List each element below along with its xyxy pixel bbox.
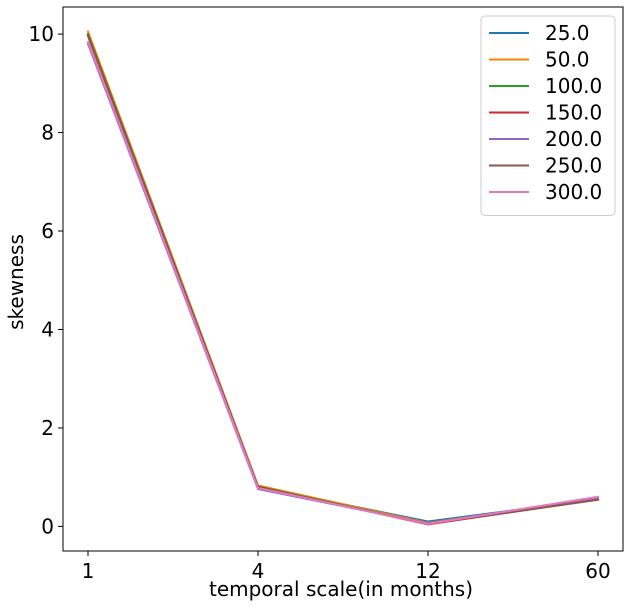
x-tick-label: 1 — [82, 559, 95, 583]
legend-label: 50.0 — [545, 48, 590, 72]
legend-label: 300.0 — [545, 180, 602, 204]
x-tick-label: 12 — [415, 559, 440, 583]
x-axis: 1 4 12 60 — [82, 551, 611, 583]
legend-label: 25.0 — [545, 21, 590, 45]
x-tick-label: 4 — [252, 559, 265, 583]
y-tick-label: 2 — [41, 416, 54, 440]
y-tick-label: 6 — [41, 219, 54, 243]
y-tick-label: 0 — [41, 514, 54, 538]
legend-label: 100.0 — [545, 74, 602, 98]
x-axis-label: temporal scale(in months) — [209, 577, 473, 601]
y-axis: 0 2 4 6 8 10 — [29, 22, 63, 538]
legend-label: 200.0 — [545, 127, 602, 151]
legend-label: 250.0 — [545, 154, 602, 178]
y-tick-label: 8 — [41, 121, 54, 145]
series-line-300.0 — [86, 40, 600, 525]
x-tick-label: 60 — [585, 559, 610, 583]
y-tick-label: 4 — [41, 317, 54, 341]
legend-label: 150.0 — [545, 101, 602, 125]
y-tick-label: 10 — [29, 22, 54, 46]
plot-frame — [62, 6, 624, 552]
plot-lines — [86, 30, 600, 526]
y-axis-label: skewness — [4, 234, 28, 330]
